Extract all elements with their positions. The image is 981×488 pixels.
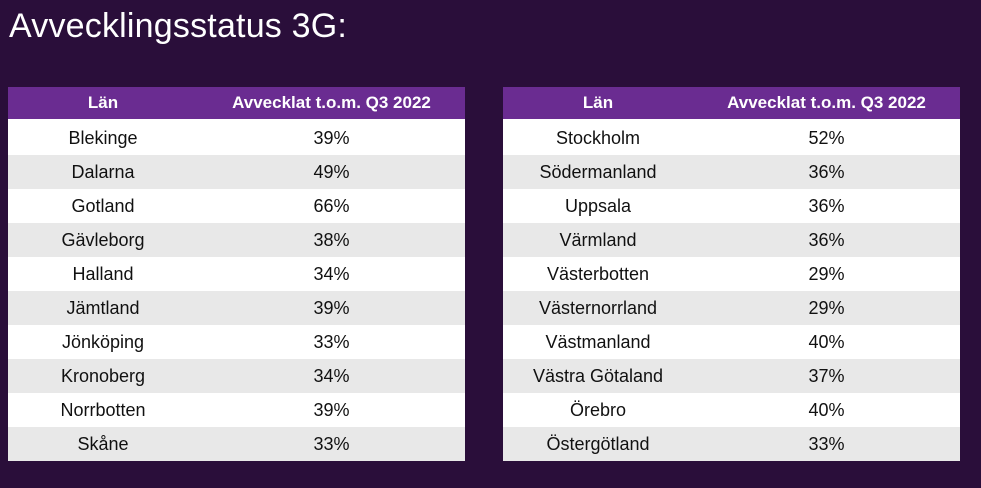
table-row: Blekinge 39% [8,120,465,155]
percent-cell: 37% [693,359,960,393]
percent-cell: 38% [198,223,465,257]
county-table-left: Län Avvecklat t.o.m. Q3 2022 Blekinge 39… [8,87,465,461]
county-cell: Norrbotten [8,393,198,427]
county-cell: Västerbotten [503,257,693,291]
county-cell: Jönköping [8,325,198,359]
table-row: Kronoberg 34% [8,359,465,393]
table-row: Gotland 66% [8,189,465,223]
percent-cell: 40% [693,393,960,427]
column-header-county: Län [8,87,198,121]
county-cell: Västra Götaland [503,359,693,393]
percent-cell: 36% [693,223,960,257]
table-row: Östergötland 33% [503,427,960,461]
page-title: Avvecklingsstatus 3G: [9,7,348,45]
county-cell: Dalarna [8,155,198,189]
table-row: Västra Götaland 37% [503,359,960,393]
county-cell: Västmanland [503,325,693,359]
table-row: Skåne 33% [8,427,465,461]
percent-cell: 33% [693,427,960,461]
percent-cell: 39% [198,393,465,427]
table-header-row: Län Avvecklat t.o.m. Q3 2022 [503,87,960,121]
county-cell: Gävleborg [8,223,198,257]
table-row: Västerbotten 29% [503,257,960,291]
percent-cell: 36% [693,155,960,189]
table-row: Dalarna 49% [8,155,465,189]
table-row: Gävleborg 38% [8,223,465,257]
county-cell: Halland [8,257,198,291]
county-cell: Kronoberg [8,359,198,393]
percent-cell: 66% [198,189,465,223]
table-header-row: Län Avvecklat t.o.m. Q3 2022 [8,87,465,121]
county-cell: Gotland [8,189,198,223]
county-cell: Västernorrland [503,291,693,325]
table-row: Örebro 40% [503,393,960,427]
percent-cell: 33% [198,427,465,461]
table-row: Västernorrland 29% [503,291,960,325]
percent-cell: 39% [198,120,465,155]
table-row: Uppsala 36% [503,189,960,223]
percent-cell: 36% [693,189,960,223]
column-header-decommissioned: Avvecklat t.o.m. Q3 2022 [198,87,465,121]
percent-cell: 49% [198,155,465,189]
county-cell: Blekinge [8,120,198,155]
county-cell: Uppsala [503,189,693,223]
table-row: Södermanland 36% [503,155,960,189]
table-row: Västmanland 40% [503,325,960,359]
county-cell: Södermanland [503,155,693,189]
column-header-county: Län [503,87,693,121]
percent-cell: 33% [198,325,465,359]
table-row: Halland 34% [8,257,465,291]
table-row: Norrbotten 39% [8,393,465,427]
county-cell: Värmland [503,223,693,257]
county-cell: Skåne [8,427,198,461]
table-row: Värmland 36% [503,223,960,257]
county-cell: Örebro [503,393,693,427]
percent-cell: 34% [198,359,465,393]
percent-cell: 39% [198,291,465,325]
table-row: Stockholm 52% [503,120,960,155]
county-cell: Jämtland [8,291,198,325]
percent-cell: 52% [693,120,960,155]
table-row: Jönköping 33% [8,325,465,359]
table-row: Jämtland 39% [8,291,465,325]
percent-cell: 29% [693,291,960,325]
percent-cell: 40% [693,325,960,359]
percent-cell: 34% [198,257,465,291]
percent-cell: 29% [693,257,960,291]
county-cell: Östergötland [503,427,693,461]
column-header-decommissioned: Avvecklat t.o.m. Q3 2022 [693,87,960,121]
county-table-right: Län Avvecklat t.o.m. Q3 2022 Stockholm 5… [503,87,960,461]
county-cell: Stockholm [503,120,693,155]
